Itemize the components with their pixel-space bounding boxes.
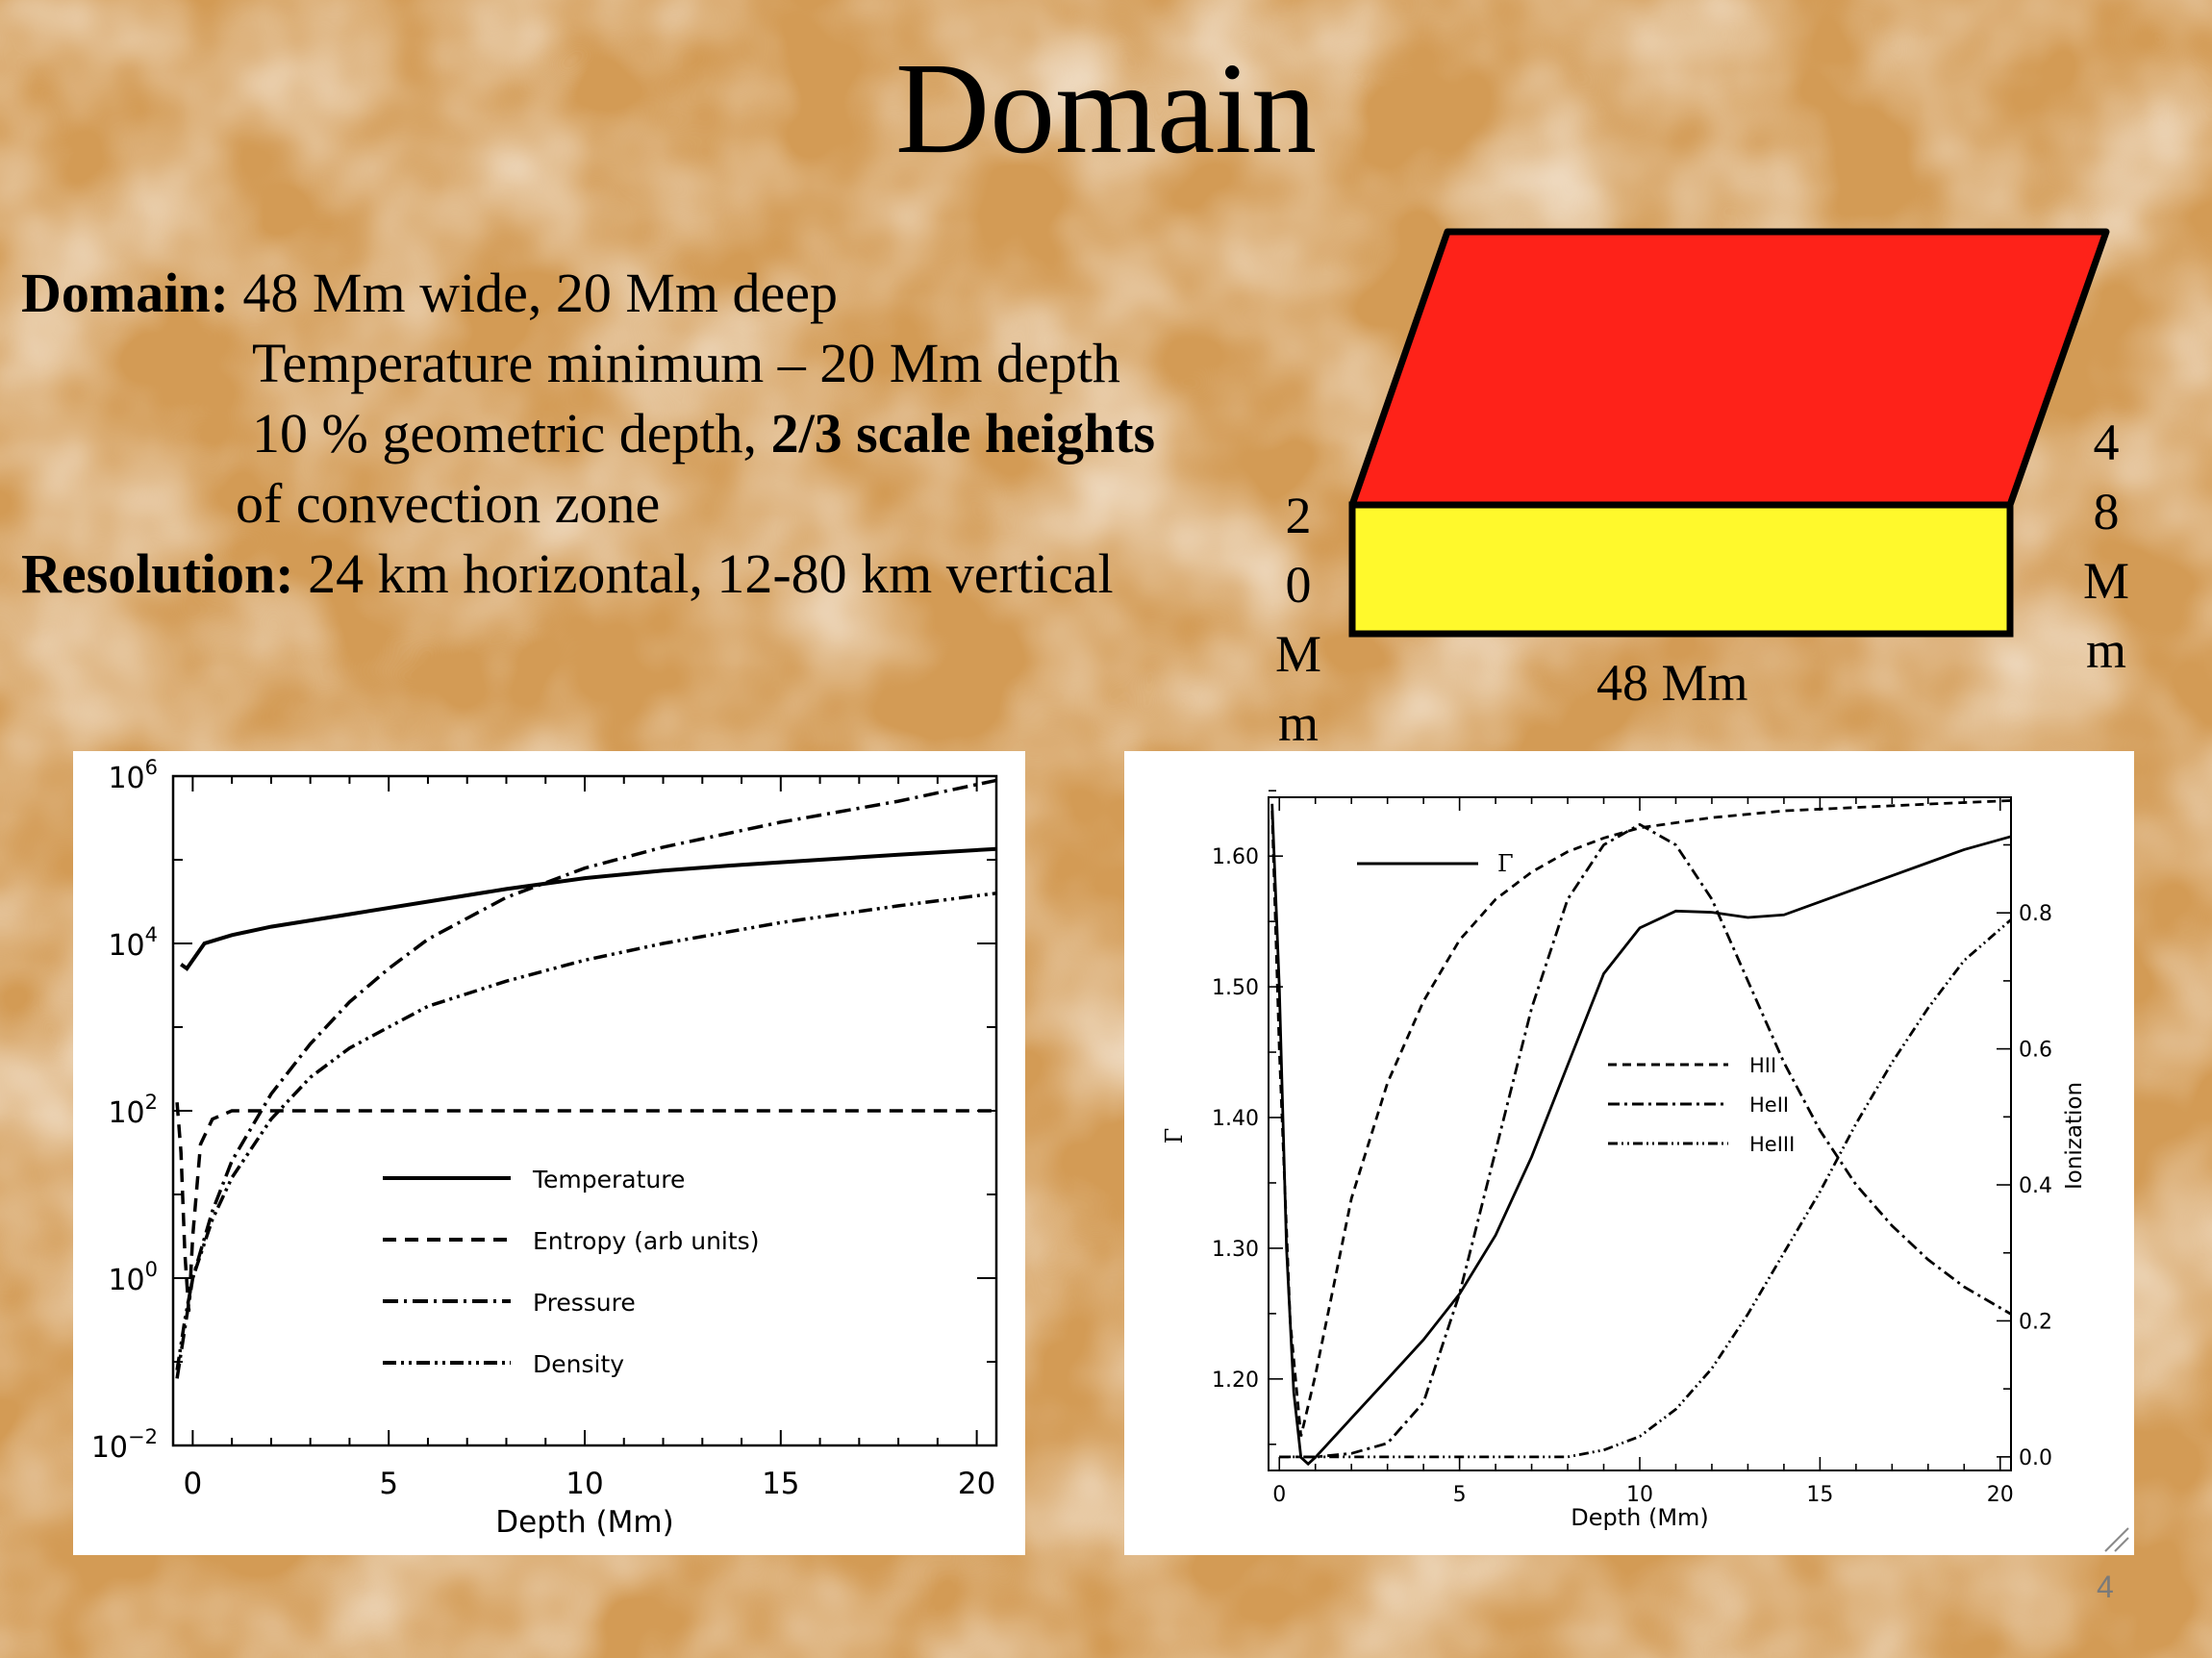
box-top-face — [1348, 228, 2110, 509]
domain-label: Domain: — [21, 262, 229, 324]
resolution-value: 24 km horizontal, 12-80 km vertical — [293, 542, 1114, 605]
domain-box-diagram — [1348, 228, 2110, 638]
x-tick-label: 20 — [958, 1467, 995, 1501]
temperature-line: Temperature minimum – 20 Mm depth — [252, 332, 1120, 394]
ionization-chart: 0 5 10 15 20 1.60 1.50 1.40 1.30 1.20 0.8 0.6 0.4 0.2… — [1124, 751, 2134, 1555]
x-tick-label: 15 — [762, 1467, 799, 1501]
series-line-solid — [1270, 803, 2012, 1467]
y-tick-label: 106 — [108, 756, 158, 795]
y-tick-label-right: 0.6 — [2019, 1039, 2052, 1063]
legend-label: HeII — [1749, 1093, 1789, 1117]
series-line-dash-dot-dot — [1279, 918, 2012, 1459]
y-tick-label: 104 — [108, 923, 158, 963]
series-line-solid — [180, 846, 997, 971]
box-width-label: 48 Mm — [1596, 654, 1748, 712]
x-tick-label: 10 — [566, 1467, 603, 1501]
chart2-tick-labels: 0 5 10 15 20 1.60 1.50 1.40 1.30 1.20 0.8 0.6 0.4 0.2… — [1212, 845, 2052, 1507]
domain-line: Domain: 48 Mm wide, 20 Mm deep — [21, 258, 838, 328]
box-depth-label: 2 0 M m — [1274, 487, 1321, 752]
x-tick-label: 15 — [1806, 1483, 1833, 1507]
geometric-depth-line: 10 % geometric depth, 2/3 scale heights — [252, 398, 1155, 468]
legend-label: Entropy (arb units) — [533, 1227, 759, 1255]
convection-zone-line: of convection zone — [236, 472, 661, 535]
geometric-depth-text: 10 % geometric depth, — [252, 402, 771, 465]
chart2-ticks — [1269, 790, 2011, 1470]
y-tick-label-left: 1.50 — [1212, 976, 1259, 1000]
y-tick-label: 102 — [108, 1091, 158, 1130]
legend-label: Density — [533, 1350, 624, 1378]
x-tick-label: 20 — [1987, 1483, 2014, 1507]
chart2-series — [1270, 799, 2012, 1467]
legend-label: Pressure — [533, 1289, 636, 1317]
chart2-right-axis-label: Ionization — [2062, 1082, 2087, 1190]
chart2-x-axis-label: Depth (Mm) — [1571, 1504, 1709, 1531]
series-line-dash-dot — [175, 778, 997, 1379]
chart1-series — [175, 778, 997, 1379]
slide-number: 4 — [2097, 1570, 2114, 1604]
chart1-ticks — [173, 775, 996, 1446]
series-line-dash-dot — [1279, 822, 2012, 1459]
resize-handle-icon — [2104, 1527, 2129, 1552]
legend-label: HeIII — [1749, 1133, 1795, 1156]
x-tick-label: 5 — [1453, 1483, 1467, 1507]
y-tick-label-left: 1.30 — [1212, 1238, 1259, 1262]
x-tick-label: 0 — [184, 1467, 203, 1501]
chart1-tick-labels: 0 5 10 15 20 106 104 102 100 10−2 — [91, 756, 996, 1501]
slide-title: Domain — [894, 37, 1318, 181]
y-tick-label-right: 0.0 — [2019, 1446, 2052, 1470]
y-tick-label: 10−2 — [91, 1425, 158, 1465]
domain-value: 48 Mm wide, 20 Mm deep — [228, 262, 838, 324]
x-tick-label: 10 — [1626, 1483, 1653, 1507]
x-tick-label: 5 — [379, 1467, 398, 1501]
chart1-legend: Temperature Entropy (arb units) Pressure De… — [383, 1166, 759, 1378]
box-front-face — [1348, 501, 2014, 638]
y-tick-label-right: 0.8 — [2019, 902, 2052, 926]
resolution-line: Resolution: 24 km horizontal, 12-80 km v… — [21, 539, 1114, 609]
thermodynamics-chart: 0 5 10 15 20 106 104 102 100 10−2 Depth (Mm) Temp… — [73, 751, 1025, 1555]
chart2-legend: Γ HII HeII HeIII — [1357, 850, 1795, 1156]
chart1-x-axis-label: Depth (Mm) — [495, 1505, 673, 1540]
y-tick-label-left: 1.40 — [1212, 1107, 1259, 1131]
y-tick-label-right: 0.4 — [2019, 1174, 2052, 1198]
y-tick-label: 100 — [108, 1258, 158, 1297]
scale-heights-text: 2/3 scale heights — [770, 402, 1156, 465]
box-length-label: 4 8 M m — [2082, 414, 2129, 679]
x-tick-label: 0 — [1272, 1483, 1286, 1507]
legend-label: Temperature — [532, 1166, 685, 1193]
y-tick-label-right: 0.2 — [2019, 1310, 2052, 1334]
series-line-dashed — [175, 1102, 996, 1312]
y-tick-label-left: 1.20 — [1212, 1369, 1259, 1393]
chart2-plot-frame — [1268, 796, 2012, 1471]
y-tick-label-left: 1.60 — [1212, 845, 1259, 869]
legend-label: HII — [1749, 1054, 1776, 1077]
legend-label: Γ — [1497, 850, 1514, 877]
series-line-dashed — [1270, 799, 2012, 1437]
chart2-left-axis-label: Γ — [1161, 1128, 1188, 1144]
resolution-label: Resolution: — [21, 542, 294, 605]
